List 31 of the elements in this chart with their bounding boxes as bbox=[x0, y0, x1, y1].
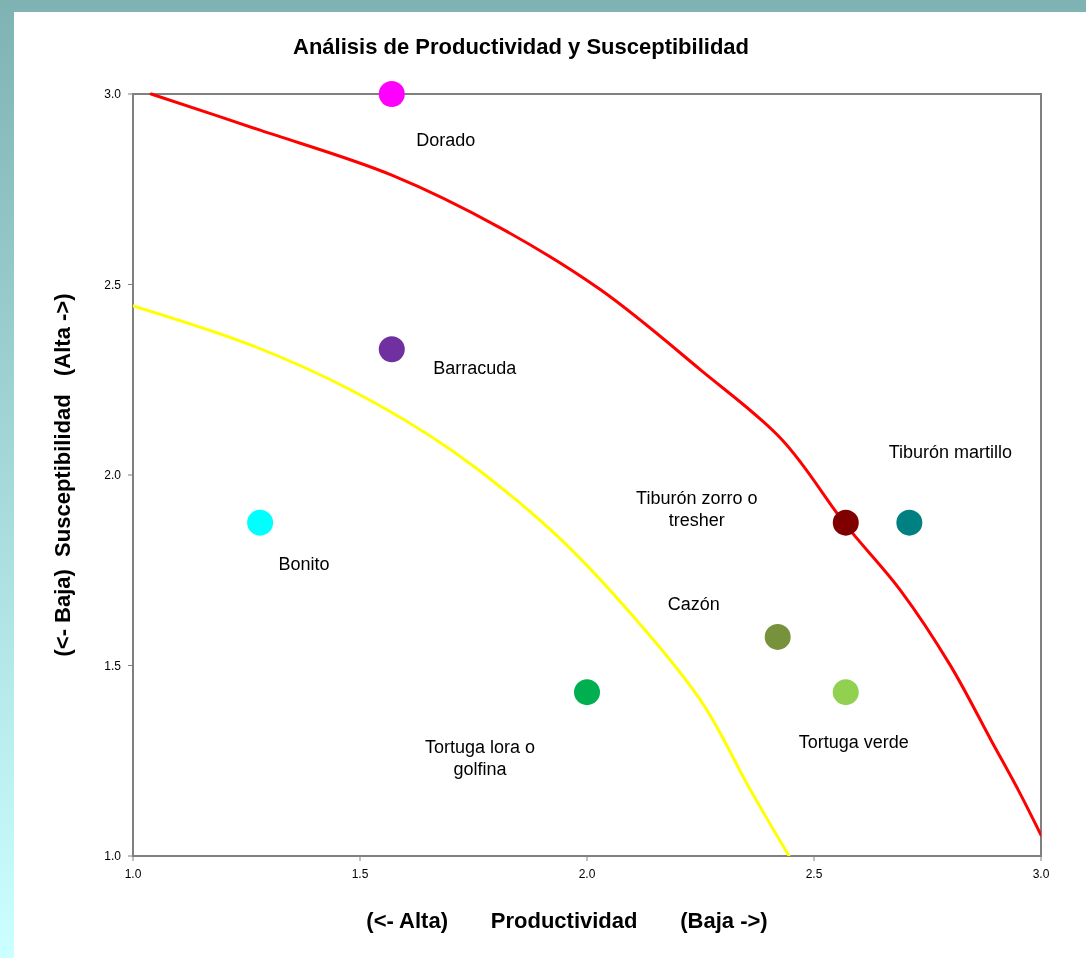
x-axis-title: (<- Alta) Productividad (Baja ->) bbox=[366, 908, 768, 933]
point bbox=[764, 623, 791, 650]
annotation: Tiburón martillo bbox=[888, 441, 1013, 462]
annotation: Dorado bbox=[416, 130, 476, 150]
x-tick-label: 2.0 bbox=[578, 867, 596, 881]
y-tick-label: 1.0 bbox=[104, 849, 122, 863]
point bbox=[247, 509, 274, 536]
point bbox=[378, 336, 405, 363]
annotation: Cazón bbox=[667, 593, 720, 614]
annotation: Tortuga lora o golfina bbox=[424, 737, 536, 780]
point bbox=[574, 679, 600, 706]
point bbox=[378, 81, 405, 107]
point bbox=[832, 679, 859, 706]
x-tick-label: 1.0 bbox=[124, 867, 142, 881]
x-tick-label: 3.0 bbox=[1032, 867, 1050, 881]
annotation: Tortuga verde bbox=[798, 732, 909, 753]
x-tick-label: 2.5 bbox=[805, 867, 823, 881]
y-tick-label: 3.0 bbox=[104, 87, 122, 101]
point bbox=[896, 509, 923, 536]
annotation: Barracuda bbox=[433, 358, 518, 379]
chart-title: Análisis de Productividad y Susceptibilidad bbox=[293, 34, 749, 59]
x-tick-label: 1.5 bbox=[351, 867, 369, 881]
line-series bbox=[149, 92, 1041, 837]
y-tick-label: 1.5 bbox=[104, 658, 122, 673]
annotation: Tiburón zorro o tresher bbox=[636, 487, 758, 530]
y-axis-title: (<- Baja) Susceptibilidad (Alta ->) bbox=[50, 293, 75, 657]
point bbox=[832, 509, 859, 536]
annotation: Bonito bbox=[278, 553, 330, 574]
y-tick-label: 2.0 bbox=[104, 468, 122, 482]
y-tick-label: 2.5 bbox=[104, 277, 122, 292]
line-series bbox=[133, 304, 791, 856]
